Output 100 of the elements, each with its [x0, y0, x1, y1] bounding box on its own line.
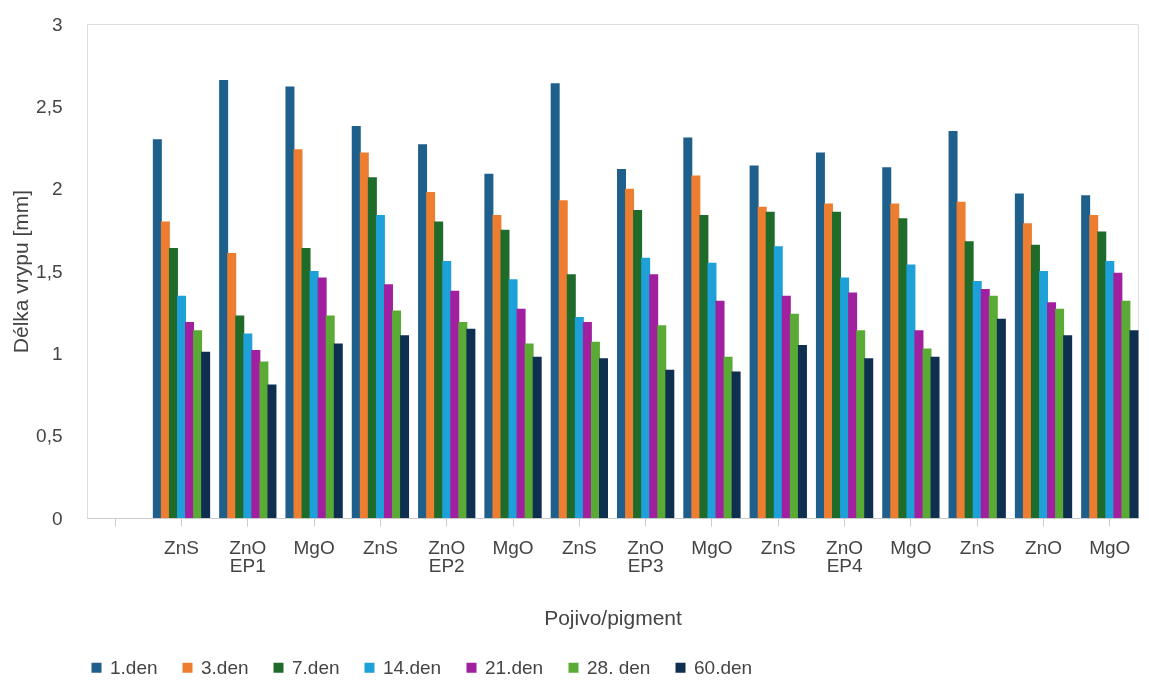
bar — [956, 201, 966, 518]
bar — [193, 330, 203, 518]
text: EP4 — [826, 555, 863, 576]
bar — [1030, 244, 1040, 518]
y-axis-title: Délka vrypu [mm] — [9, 189, 33, 354]
bar — [333, 343, 343, 518]
bar — [707, 262, 717, 518]
bar — [1113, 272, 1123, 518]
bar — [317, 277, 327, 518]
bar — [285, 86, 295, 518]
legend-label: 14.den — [383, 656, 442, 678]
text: EP3 — [627, 555, 664, 576]
bar — [400, 335, 410, 518]
y-tick-label: 3 — [51, 13, 63, 35]
x-axis-title: Pojivo/pigment — [544, 605, 683, 629]
bar — [168, 247, 178, 518]
bar — [1055, 308, 1065, 518]
legend-label: 1.den — [110, 656, 158, 678]
x-tick-label: MgO — [293, 536, 335, 558]
bar — [160, 221, 170, 518]
x-tick-label: ZnS — [959, 536, 995, 558]
bar — [996, 318, 1006, 518]
bar — [832, 211, 842, 518]
bar — [219, 79, 229, 518]
y-tick-label: 1 — [51, 342, 63, 364]
x-tick-label: ZnO — [627, 536, 665, 558]
bar — [532, 356, 542, 518]
bar — [1097, 231, 1107, 518]
bar — [516, 308, 526, 518]
bar — [558, 200, 568, 518]
bar — [1063, 335, 1073, 518]
bar — [550, 83, 560, 518]
bar — [375, 215, 385, 518]
bar — [898, 218, 908, 518]
x-tick-label: MgO — [890, 536, 932, 558]
text: EP1 — [229, 555, 266, 576]
bar — [325, 315, 335, 518]
legend-label: 60.den — [694, 656, 753, 678]
bar — [797, 345, 807, 518]
x-tick-label: ZnS — [760, 536, 796, 558]
bar — [789, 313, 799, 518]
bar — [773, 246, 783, 518]
legend-label: 3.den — [201, 656, 249, 678]
bar — [948, 131, 958, 518]
bar — [434, 221, 444, 518]
x-tick-label: ZnS — [164, 536, 199, 558]
bar — [442, 261, 452, 518]
bar — [566, 274, 576, 518]
bar — [582, 322, 592, 518]
bar — [383, 284, 393, 518]
bar — [466, 328, 476, 518]
bar — [599, 358, 608, 518]
bar — [392, 310, 402, 518]
bar — [864, 358, 874, 518]
x-tick-label: MgO — [691, 536, 733, 558]
bar — [815, 152, 825, 518]
bar — [699, 215, 709, 518]
x-tick-label: MgO — [492, 536, 534, 558]
bar — [930, 356, 940, 518]
bar — [691, 175, 701, 518]
bar — [856, 330, 866, 518]
bar — [267, 384, 277, 518]
bar — [201, 351, 211, 518]
bar — [484, 173, 494, 518]
x-tick-label: MgO — [1089, 536, 1131, 558]
bar — [683, 137, 693, 518]
bar — [633, 210, 643, 518]
bar — [715, 300, 725, 518]
bar — [749, 165, 759, 518]
bar — [1039, 271, 1049, 518]
bar — [649, 274, 659, 518]
legend-label: 28. den — [587, 656, 651, 678]
y-tick-label: 2,5 — [36, 95, 63, 117]
bar — [657, 325, 667, 518]
x-tick-label: ZnS — [561, 536, 597, 558]
bar — [988, 295, 998, 518]
bar — [293, 149, 303, 518]
x-tick-label: ZnO — [229, 536, 267, 558]
x-tick-label: ZnO — [1025, 536, 1062, 558]
y-tick-label: 2 — [51, 178, 63, 200]
bar — [1129, 330, 1139, 518]
bar — [418, 144, 428, 518]
x-tick-label: ZnS — [362, 536, 398, 558]
bar — [665, 369, 675, 518]
bar — [259, 361, 269, 518]
bar — [848, 292, 858, 518]
bar — [235, 315, 245, 518]
bar — [922, 348, 932, 518]
bar — [1121, 300, 1131, 518]
bar — [964, 241, 974, 518]
y-tick-label: 0 — [51, 507, 63, 529]
bar — [765, 211, 775, 518]
bar — [450, 290, 460, 518]
bar — [906, 264, 916, 518]
legend-label: 21.den — [485, 656, 544, 678]
bar — [1014, 193, 1024, 518]
bar — [176, 295, 186, 518]
bar — [500, 229, 510, 518]
x-tick-label: ZnO — [428, 536, 466, 558]
legend-label: 7.den — [292, 656, 340, 678]
